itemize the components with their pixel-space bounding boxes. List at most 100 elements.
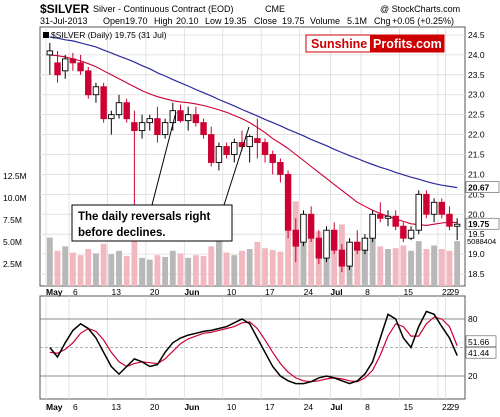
open-label: Open: [103, 16, 125, 26]
volume-bar: [131, 240, 138, 286]
volume-bar: [438, 249, 445, 286]
candle-body: [315, 237, 323, 259]
x-tick-label: Jul: [330, 287, 342, 297]
candle-body: [254, 138, 261, 144]
candle-body: [330, 229, 338, 251]
x-tick-label: 22: [442, 287, 452, 297]
chart-symbol: $SILVER: [40, 2, 89, 16]
candle-body: [61, 58, 69, 72]
price-tick-label: 21.0: [468, 169, 485, 179]
volume-bar: [185, 257, 192, 286]
annotation: The daily reversals right before decline…: [71, 111, 250, 242]
volume-bar: [285, 198, 292, 286]
candle-body: [261, 142, 269, 155]
candle-body: [100, 86, 107, 120]
candle-body: [392, 215, 399, 227]
price-tick-label: 19.0: [468, 249, 485, 259]
candle-body: [407, 229, 415, 239]
volume-bar: [154, 255, 161, 286]
open-value: 19.70: [125, 16, 148, 26]
chg-label: Chg: [374, 16, 391, 26]
candle-body: [154, 118, 161, 136]
volume-bar: [408, 250, 414, 286]
x-tick-label: 8: [365, 287, 370, 297]
volume-bar: [454, 241, 461, 286]
volume-bar: [385, 249, 391, 286]
osc-x-tick-label: 29: [450, 402, 460, 412]
legend-swatch: [43, 32, 49, 38]
x-tick-label: 29: [450, 287, 460, 297]
candle-body: [223, 146, 230, 155]
close-label: Close: [254, 16, 277, 26]
candle-body: [215, 146, 223, 163]
ma-slow-line: [49, 36, 458, 189]
volume-bar: [46, 237, 53, 286]
volume-bar: [354, 246, 361, 286]
price-tick-label: 20.5: [468, 189, 485, 199]
candle-body: [284, 173, 292, 231]
candle-body: [138, 122, 146, 132]
high-value: 20.10: [176, 16, 199, 26]
candle-body: [438, 201, 446, 215]
volume-bar: [239, 250, 245, 286]
osc-x-tick-label: 13: [111, 402, 121, 412]
candle-body: [377, 213, 384, 219]
price-tick-label: 24.5: [468, 30, 485, 40]
volume-bar: [392, 248, 399, 286]
volume-bar: [223, 252, 230, 286]
candle-body: [277, 162, 284, 175]
close-value-label: 19.75: [468, 219, 490, 229]
x-tick-label: 13: [111, 287, 121, 297]
volume-tick-label: 2.5M: [3, 259, 22, 269]
annotation-line1: The daily reversals right: [78, 211, 210, 223]
volume-bar: [146, 259, 153, 286]
volume-tick-label: 10.0M: [3, 193, 27, 203]
volume-bar: [85, 249, 92, 286]
candle-body: [200, 122, 207, 136]
volume-bar: [300, 230, 307, 286]
volume-bar: [62, 246, 69, 286]
candle-body: [115, 102, 123, 116]
volume-bar: [369, 234, 376, 286]
osc-tick-label: 20: [468, 371, 478, 381]
osc-x-tick-label: 10: [227, 402, 237, 412]
volume-bar: [246, 249, 253, 286]
x-tick-label: May: [46, 287, 63, 297]
candle-body: [430, 201, 438, 215]
chg-value: +0.05 (+0.25%): [392, 16, 454, 26]
x-tick-label: 20: [150, 287, 160, 297]
volume-label: Volume: [310, 16, 340, 26]
volume-bar: [100, 243, 107, 286]
osc-series2-value-label-box: [465, 335, 497, 348]
high-label: High: [154, 16, 173, 26]
osc-series2-line: [49, 316, 458, 383]
candle-body: [146, 118, 153, 124]
quote-date: 31-Jul-2013: [40, 16, 88, 26]
candle-body: [184, 114, 192, 122]
legend-label: $SILVER (Daily) 19.75 (31 Jul): [51, 30, 167, 40]
candle-body: [131, 122, 138, 132]
volume-value-label: 5088404: [467, 237, 496, 246]
candle-body: [208, 134, 215, 163]
osc-x-tick-label: 22: [442, 402, 452, 412]
price-tick-label: 19.5: [468, 229, 485, 239]
osc-series1-value-label: 41.44: [468, 348, 490, 358]
price-panel: [39, 26, 466, 287]
chart-exchange: CME: [265, 4, 285, 14]
close-value: 19.75: [282, 16, 305, 26]
price-tick-label: 22.5: [468, 110, 485, 120]
price-tick-label: 23.0: [468, 90, 485, 100]
volume-bar: [277, 251, 284, 286]
candle-body: [85, 70, 92, 96]
volume-bar: [400, 245, 407, 286]
candle-body: [400, 225, 407, 239]
price-tick-label: 23.5: [468, 70, 485, 80]
volume-bar: [362, 249, 368, 286]
ma-slow-value-label-box: [465, 181, 500, 193]
volume-bar: [177, 253, 184, 286]
volume-value: 5.1M: [347, 16, 367, 26]
osc-x-tick-label: 20: [150, 402, 160, 412]
annotation-line2: before declines.: [78, 227, 166, 239]
volume-bar: [377, 246, 384, 286]
